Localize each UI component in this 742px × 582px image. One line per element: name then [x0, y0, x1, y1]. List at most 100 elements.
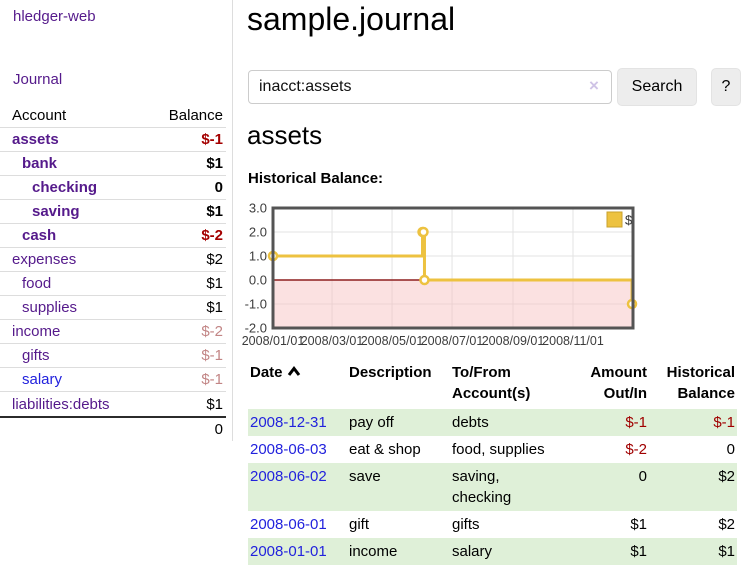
svg-text:2008/03/01: 2008/03/01 [301, 334, 364, 348]
account-row: gifts $-1 [0, 344, 226, 368]
svg-text:-2.0: -2.0 [245, 321, 267, 336]
register-cell-accounts: debts [452, 414, 489, 431]
register-header-date[interactable]: Date [248, 360, 347, 409]
account-row: assets $-1 [0, 128, 226, 152]
register-body: 2008-12-31 pay off debts $-1 $-1 2008-06-03 ea… [248, 409, 737, 565]
register-cell-description: eat & shop [349, 441, 421, 458]
svg-text:2.0: 2.0 [249, 225, 267, 240]
register-table: Date Description To/From Account(s) Amount … [248, 360, 737, 565]
account-link-saving[interactable]: saving [32, 203, 80, 220]
accounts-panel: Account Balance assets $-1 bank $1 checking 0… [0, 104, 226, 440]
register-cell-description: income [349, 543, 398, 560]
clear-search-icon[interactable]: × [589, 76, 599, 95]
transaction-date-link[interactable]: 2008-01-01 [250, 543, 327, 560]
accounts-list: assets $-1 bank $1 checking 0 saving $1 cash $-2 e… [0, 128, 226, 416]
svg-text:-1.0: -1.0 [245, 297, 267, 312]
register-header-to/from[interactable]: To/From Account(s) [452, 364, 531, 402]
page-title: sample.journal [247, 1, 456, 37]
account-heading: assets [247, 120, 323, 150]
account-row: saving $1 [0, 200, 226, 224]
register-row: 2008-01-01 income salary $1 $1 [248, 538, 737, 565]
svg-text:2008/07/01: 2008/07/01 [421, 334, 484, 348]
account-balance: $-1 [201, 347, 223, 364]
svg-text:1.0: 1.0 [249, 249, 267, 264]
account-link-gifts[interactable]: gifts [22, 347, 50, 364]
accounts-total-row: 0 [0, 416, 226, 440]
account-row: expenses $2 [0, 248, 226, 272]
account-link-expenses[interactable]: expenses [12, 251, 77, 268]
transaction-date-link[interactable]: 2008-06-03 [250, 441, 327, 458]
account-balance: $1 [206, 275, 223, 292]
transaction-date-link[interactable]: 2008-06-01 [250, 516, 327, 533]
register-cell-date: 2008-06-02 [248, 463, 347, 511]
register-row: 2008-06-01 gift gifts $1 $2 [248, 511, 737, 538]
register-cell-description: pay off [349, 414, 394, 431]
app-brand-link[interactable]: hledger-web [13, 8, 96, 25]
register-cell-balance: 0 [726, 441, 735, 458]
register-cell-balance: $-1 [713, 414, 735, 431]
register-cell-amount: $-1 [625, 414, 647, 431]
chart-title: Historical Balance: [248, 170, 384, 187]
register-cell-date: 2008-12-31 [248, 409, 347, 436]
register-cell-balance: $2 [718, 516, 735, 533]
help-button[interactable]: ? [711, 68, 741, 106]
account-balance: $-1 [201, 131, 223, 148]
svg-text:2008/09/01: 2008/09/01 [482, 334, 545, 348]
register-cell-amount: $1 [630, 543, 647, 560]
account-row: checking 0 [0, 176, 226, 200]
register-cell-accounts: saving, checking [452, 468, 512, 506]
historical-balance-chart: 3.0 2.0 1.0 0.0 -1.0 -2.02008/01/012008/03/01… [242, 201, 638, 348]
svg-text:0.0: 0.0 [249, 273, 267, 288]
register-header-description[interactable]: Description [349, 364, 432, 381]
svg-text:2008/01/01: 2008/01/01 [242, 334, 305, 348]
transaction-date-link[interactable]: 2008-12-31 [250, 414, 327, 431]
account-link-income[interactable]: income [12, 323, 61, 340]
sidebar: hledger-web Journal Account Balance asse… [0, 0, 233, 441]
account-link-bank[interactable]: bank [22, 155, 58, 172]
transaction-date-link[interactable]: 2008-06-02 [250, 468, 327, 485]
register-cell-amount: 0 [638, 468, 647, 485]
account-row: cash $-2 [0, 224, 226, 248]
account-balance: $1 [206, 395, 223, 413]
register-cell-balance: $1 [718, 543, 735, 560]
account-balance: $1 [206, 155, 223, 172]
register-cell-accounts: gifts [452, 516, 480, 533]
register-cell-date: 2008-06-01 [248, 511, 347, 538]
register-row: 2008-06-03 eat & shop food, supplies $-2 0 [248, 436, 737, 463]
account-balance: $1 [206, 203, 223, 220]
accounts-total-value: 0 [214, 420, 223, 438]
account-link-checking[interactable]: checking [32, 179, 98, 196]
account-link-liabilities-debts[interactable]: liabilities:debts [12, 395, 110, 413]
register-cell-accounts: salary [452, 543, 493, 560]
register-cell-date: 2008-06-03 [248, 436, 347, 463]
account-link-assets[interactable]: assets [12, 131, 59, 148]
account-link-supplies[interactable]: supplies [22, 299, 78, 316]
register-cell-accounts: food, supplies [452, 441, 545, 458]
register-cell-amount: $1 [630, 516, 647, 533]
register-cell-description: gift [349, 516, 370, 533]
account-link-cash[interactable]: cash [22, 227, 57, 244]
search-input[interactable] [248, 70, 612, 104]
account-link-food[interactable]: food [22, 275, 52, 292]
svg-text:2008/11/01: 2008/11/01 [542, 334, 604, 348]
search-button[interactable]: Search [617, 68, 697, 106]
sidebar-item-journal[interactable]: Journal [13, 71, 63, 88]
svg-text:$: $ [625, 213, 633, 228]
account-balance: $-2 [201, 227, 223, 244]
account-balance: 0 [214, 179, 223, 196]
register-cell-description: save [349, 468, 381, 485]
accounts-header-account: Account [12, 107, 67, 124]
sort-asc-chevron-icon [287, 366, 300, 376]
account-balance: $2 [206, 251, 223, 268]
register-header-historical[interactable]: Historical Balance [666, 364, 735, 402]
svg-text:2008/05/01: 2008/05/01 [361, 334, 424, 348]
register-header-row: Date Description To/From Account(s) Amount … [248, 360, 737, 409]
account-balance: $1 [206, 299, 223, 316]
register-cell-date: 2008-01-01 [248, 538, 347, 565]
account-link-salary[interactable]: salary [22, 371, 63, 388]
accounts-header-balance: Balance [168, 107, 223, 124]
account-row: food $1 [0, 272, 226, 296]
register-header-amount[interactable]: Amount Out/In [590, 364, 647, 402]
account-row: liabilities:debts $1 [0, 392, 226, 416]
account-balance: $-2 [201, 323, 223, 340]
